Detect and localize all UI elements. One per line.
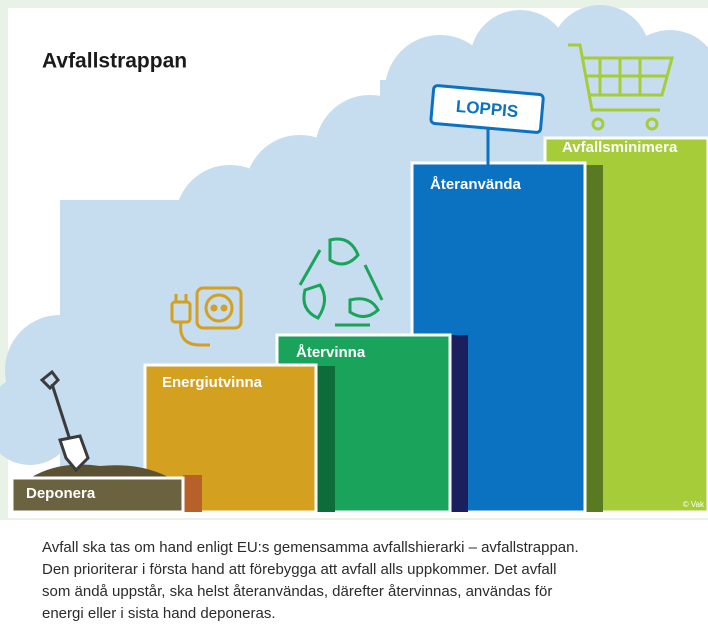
step-label: Återanvända: [430, 176, 522, 193]
caption-line: Den prioriterar i första hand att föreby…: [42, 561, 556, 578]
step-side: [316, 366, 335, 512]
loppis-sign: LOPPIS: [429, 84, 545, 165]
step-face: [10, 476, 185, 514]
cart-icon: [568, 43, 674, 131]
step-side: [183, 475, 202, 512]
title: Avfallstrappan: [42, 50, 187, 73]
step-label: Återvinna: [296, 344, 366, 361]
caption-line: energi eller i sista hand deponeras.: [42, 605, 275, 622]
step-label: Deponera: [26, 485, 96, 502]
plug-icon: [170, 286, 243, 347]
step-label: Avfallsminimera: [562, 139, 678, 156]
step-side: [585, 165, 603, 512]
caption-line: Avfall ska tas om hand enligt EU:s gemen…: [42, 539, 579, 556]
recycle-icon: [298, 237, 384, 327]
credit: © Vak: [683, 500, 705, 509]
step-label: Energiutvinna: [162, 374, 263, 391]
caption-line: som ändå uppstår, ska helst återanvändas…: [42, 583, 552, 600]
dirt: [30, 464, 170, 478]
shovel-icon: [39, 369, 90, 473]
step-side: [450, 335, 468, 512]
